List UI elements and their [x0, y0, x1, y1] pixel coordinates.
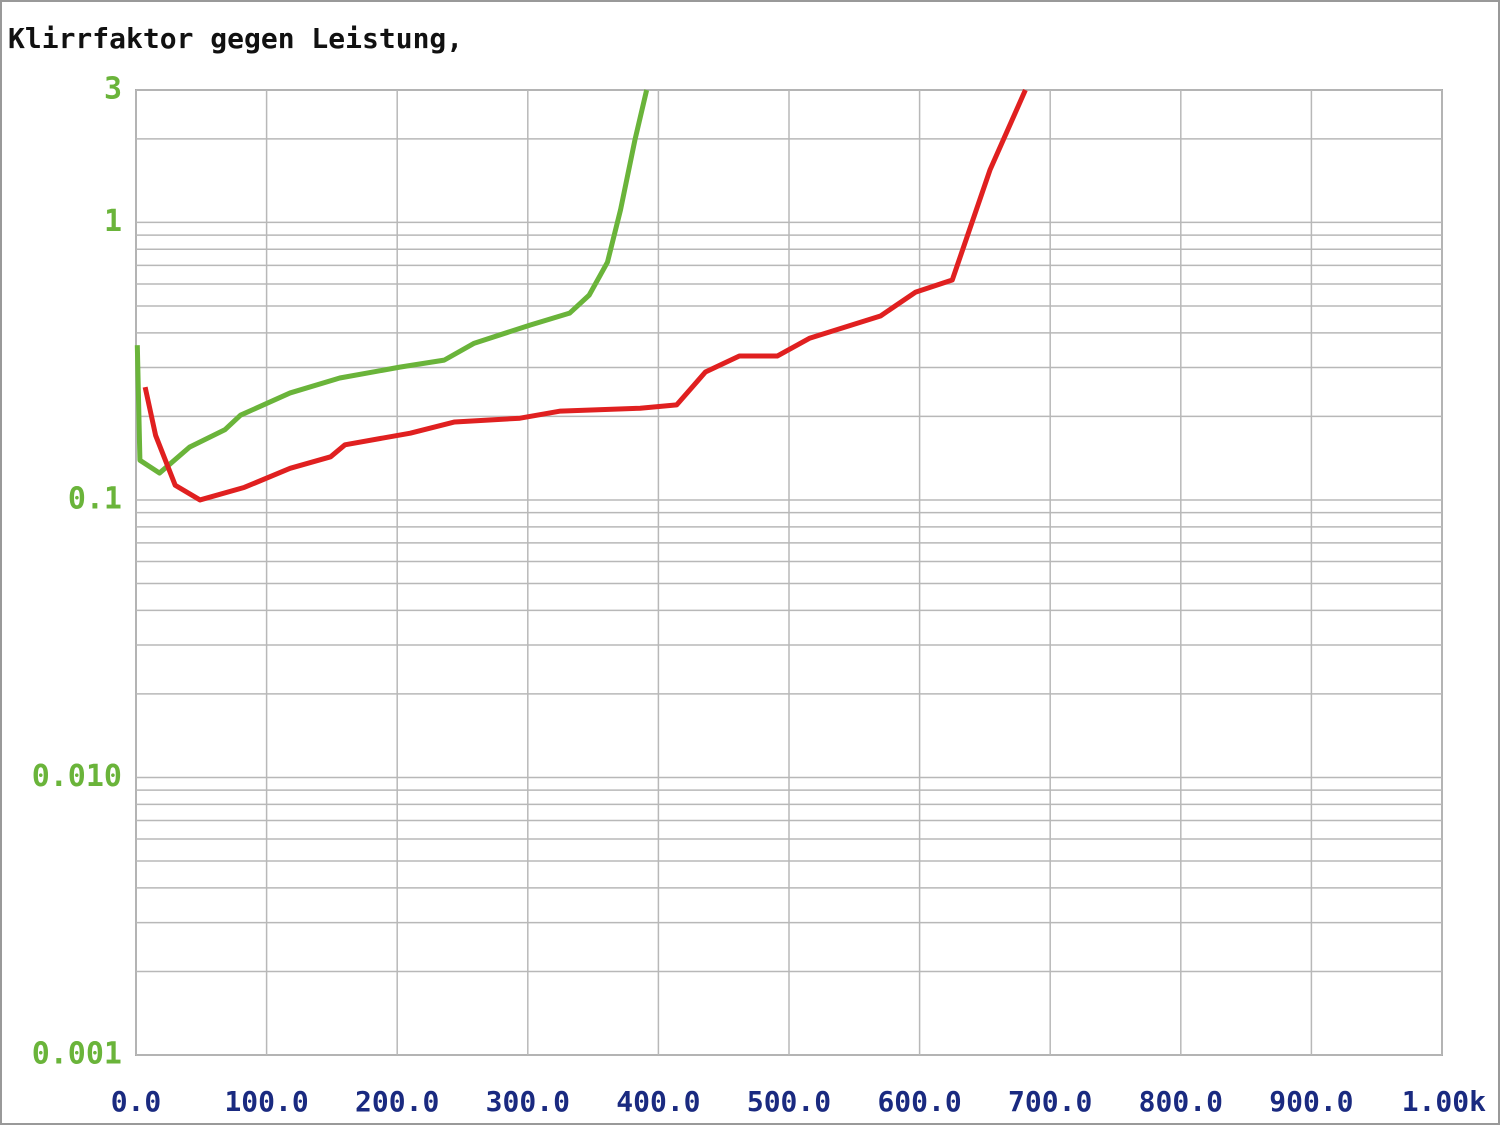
chart-title: Klirrfaktor gegen Leistung, — [8, 22, 463, 55]
x-tick-label: 300.0 — [486, 1085, 570, 1118]
x-tick-label: 500.0 — [747, 1085, 831, 1118]
x-tick-label: 200.0 — [355, 1085, 439, 1118]
y-tick-label: 0.010 — [32, 759, 122, 794]
x-tick-label: 100.0 — [224, 1085, 308, 1118]
x-tick-label: 0.0 — [111, 1085, 162, 1118]
series-line — [142, 88, 1028, 503]
y-tick-label: 3 — [104, 72, 122, 107]
x-tick-label: 600.0 — [877, 1085, 961, 1118]
series-line — [134, 89, 650, 476]
x-tick-label: 900.0 — [1269, 1085, 1353, 1118]
x-tick-label: 700.0 — [1008, 1085, 1092, 1118]
y-tick-label: 0.001 — [32, 1037, 122, 1072]
x-tick-label: 800.0 — [1139, 1085, 1223, 1118]
x-tick-label: 1.00k — [1402, 1085, 1486, 1118]
x-tick-label: 400.0 — [616, 1085, 700, 1118]
y-tick-label: 1 — [104, 204, 122, 239]
y-tick-label: 0.1 — [68, 481, 122, 516]
